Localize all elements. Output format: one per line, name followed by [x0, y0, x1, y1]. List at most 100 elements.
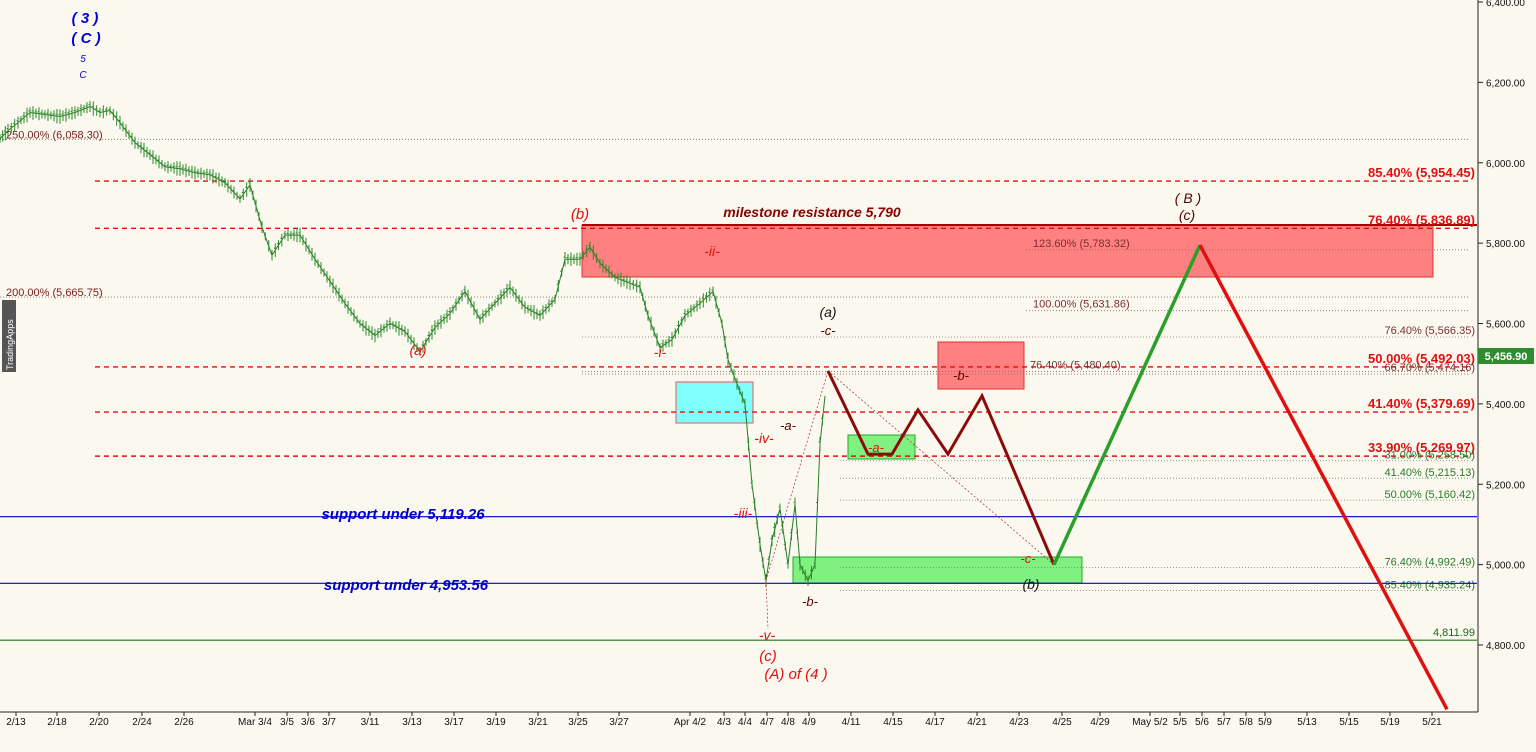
x-tick-label-17: 4/3	[717, 717, 731, 728]
x-tick-label-3: 2/24	[132, 717, 152, 728]
gray-left-label-0: 250.00% (6,058.30)	[6, 129, 103, 141]
gray-right-label-0: 123.60% (5,783.32)	[1033, 238, 1130, 250]
x-tick-label-2: 2/20	[89, 717, 109, 728]
gray-left-label-1: 200.00% (5,665.75)	[6, 287, 103, 299]
y-tick-label-8: 4,800.00	[1486, 641, 1525, 652]
x-tick-label-19: 4/7	[760, 717, 774, 728]
x-tick-label-23: 4/15	[883, 717, 903, 728]
wave-label-small-a: -a-	[780, 418, 797, 433]
x-tick-label-13: 3/21	[528, 717, 548, 728]
wave-label-c-low: (c)	[759, 648, 777, 665]
x-tick-label-6: 3/5	[280, 717, 294, 728]
x-tick-label-9: 3/11	[361, 717, 380, 728]
price-badge	[1478, 348, 1534, 364]
support-label-1: support under 5,119.26	[321, 506, 485, 523]
y-tick-label-7: 5,000.00	[1486, 561, 1525, 572]
projection-dark-path	[826, 370, 1056, 566]
x-tick-label-25: 4/21	[967, 717, 987, 728]
wave-label-big-B: ( B )	[1175, 190, 1201, 206]
x-axis-ticks: 2/13 2/18 2/20 2/24 2/26 Mar 3/4 3/5 3/6 3/7 3/11…	[6, 712, 1442, 728]
x-tick-label-14: 3/25	[568, 717, 588, 728]
x-tick-label-16: Apr 4/2	[674, 717, 707, 728]
green-support-label: 4,811.99	[1433, 627, 1475, 639]
support-zone	[792, 556, 1083, 584]
wave-label-top-3: ( 3 )	[72, 10, 99, 27]
gray-right-label-4: 66.70% (5,474.16)	[1384, 362, 1475, 374]
wave-label-big-b: (b)	[1022, 576, 1039, 592]
wave-label-b-high: (b)	[571, 206, 589, 223]
x-tick-label-4: 2/26	[174, 717, 194, 728]
price-series	[0, 100, 826, 588]
wave-label-top-c-small: C	[79, 70, 87, 81]
support-label-2: support under 4,953.56	[324, 577, 489, 594]
price-badge-text: 5,456.90	[1485, 351, 1528, 363]
x-tick-label-27: 4/25	[1052, 717, 1072, 728]
x-tick-label-7: 3/6	[301, 717, 315, 728]
x-tick-label-21: 4/9	[802, 717, 816, 728]
x-tick-label-8: 3/7	[322, 717, 336, 728]
x-tick-label-20: 4/8	[781, 717, 795, 728]
plot-background	[0, 0, 1477, 712]
red-level-label-2: 50.00% (5,492.03)	[1368, 351, 1475, 366]
x-tick-label-37: 5/19	[1380, 717, 1400, 728]
wave-label-a-low: (a)	[409, 342, 426, 358]
wave-label-iii: -iii-	[734, 505, 753, 521]
x-tick-label-11: 3/17	[444, 717, 464, 728]
y-tick-label-4: 5,600.00	[1486, 320, 1525, 331]
y-tick-label-2: 6,000.00	[1486, 159, 1525, 170]
x-tick-label-38: 5/21	[1422, 717, 1442, 728]
x-tick-label-28: 4/29	[1090, 717, 1110, 728]
x-tick-label-34: 5/9	[1258, 717, 1272, 728]
green-level-label-3: 76.40% (4,992.49)	[1384, 557, 1475, 569]
helper-dashed-line-3	[765, 580, 769, 629]
milestone-label: milestone resistance 5,790	[723, 204, 901, 220]
y-axis-background	[1478, 0, 1536, 752]
x-tick-label-35: 5/13	[1297, 717, 1317, 728]
wave-label-ii: -ii-	[704, 243, 720, 259]
helper-dashed-line-1	[827, 370, 1055, 565]
y-tick-label-0: 6,400.00	[1486, 0, 1525, 9]
red-level-label-0: 85.40% (5,954.45)	[1368, 165, 1475, 180]
y-tick-label-5: 5,400.00	[1486, 400, 1525, 411]
x-tick-label-22: 4/11	[842, 717, 861, 728]
green-level-label-1: 41.40% (5,215.13)	[1384, 467, 1475, 479]
wave-label-iv: -iv-	[754, 430, 774, 446]
x-tick-label-18: 4/4	[738, 717, 752, 728]
red-level-label-4: 33.90% (5,269.97)	[1368, 440, 1475, 455]
wave-label-big-a: (a)	[819, 304, 836, 320]
y-tick-label-1: 6,200.00	[1486, 78, 1525, 89]
x-tick-label-15: 3/27	[609, 717, 629, 728]
red-level-label-1: 76.40% (5,836.89)	[1368, 212, 1475, 227]
wave-label-a-of-4: (A) of (4 )	[764, 666, 827, 683]
green-level-label-0: 31.00% (5,258.50)	[1384, 450, 1475, 462]
x-tick-label-26: 4/23	[1009, 717, 1029, 728]
projection-lines	[765, 244, 1449, 711]
wave-label-small-b: -b-	[802, 594, 819, 609]
watermark-box	[2, 300, 16, 372]
gray-right-label-1: 100.00% (5,631.86)	[1033, 299, 1130, 311]
wave-label-top-c: ( C )	[71, 30, 100, 47]
green-level-label-4: 85.40% (4,935.24)	[1384, 580, 1475, 592]
wave-label-small-c: -c-	[820, 323, 836, 338]
x-tick-label-12: 3/19	[486, 717, 506, 728]
x-tick-label-33: 5/8	[1239, 717, 1253, 728]
projection-green-path	[1052, 244, 1202, 566]
red-level-label-3: 41.40% (5,379.69)	[1368, 396, 1475, 411]
projection-red-path	[1198, 244, 1449, 711]
x-tick-label-1: 2/18	[47, 717, 67, 728]
y-tick-label-6: 5,200.00	[1486, 480, 1525, 491]
level-lines: 250.00% (6,058.30) 200.00% (5,665.75) 85.4…	[0, 129, 1477, 641]
wave-label-v: -v-	[759, 627, 776, 643]
green-level-label-2: 50.00% (5,160.42)	[1384, 489, 1475, 501]
watermark-text: TradingApps	[5, 319, 15, 370]
x-tick-label-29: May 5/2	[1132, 717, 1168, 728]
projected-b-zone	[937, 341, 1025, 390]
x-tick-label-32: 5/7	[1217, 717, 1231, 728]
wave-label-big-c: (c)	[1179, 207, 1195, 223]
wave-label-proj-c: -c-	[1020, 551, 1036, 566]
x-tick-label-36: 5/15	[1339, 717, 1359, 728]
x-tick-label-24: 4/17	[925, 717, 945, 728]
gray-right-label-3: 76.40% (5,480.40)	[1030, 360, 1121, 372]
wave-label-proj-b: -b-	[953, 368, 970, 383]
